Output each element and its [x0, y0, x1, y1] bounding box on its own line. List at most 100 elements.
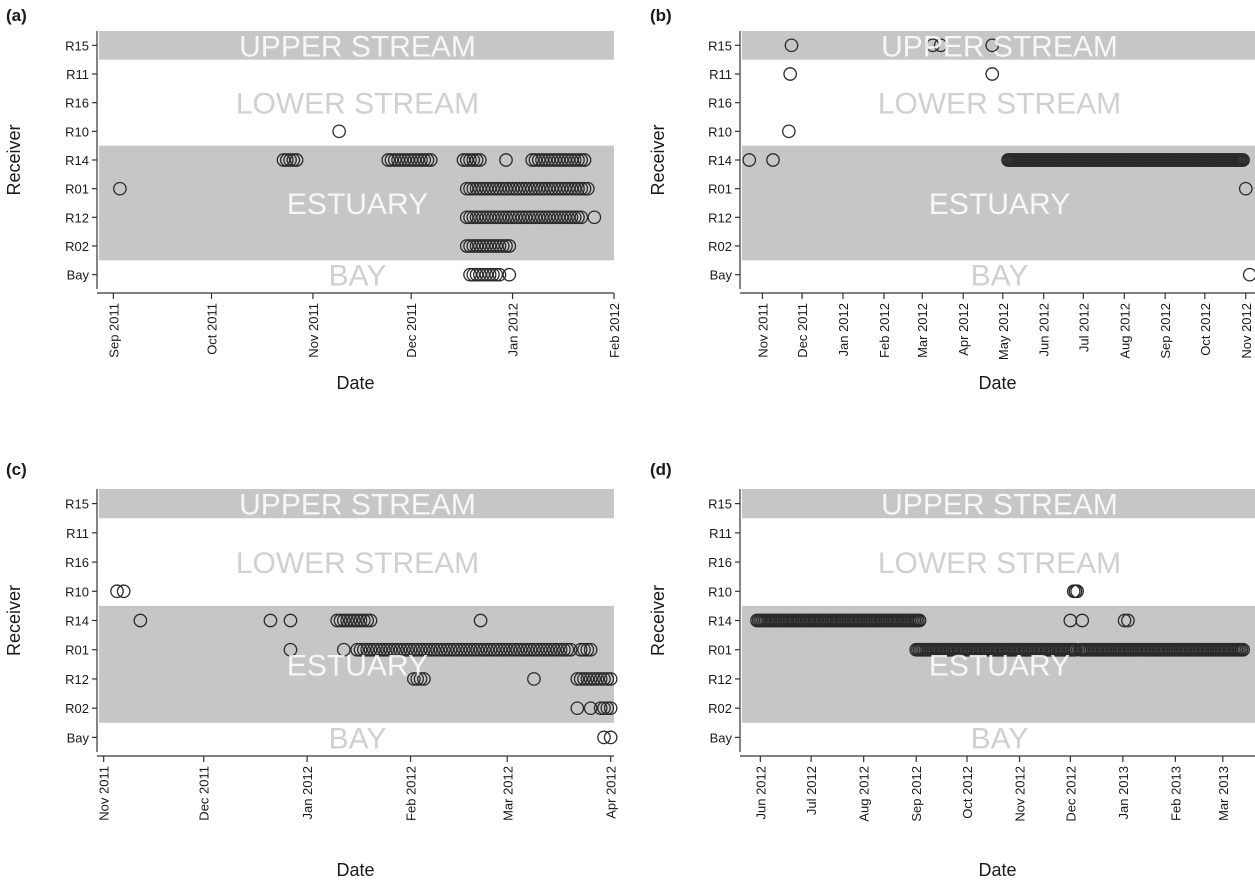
zone-label: ESTUARY — [929, 649, 1070, 682]
x-tick-label: Sep 2012 — [909, 766, 924, 822]
data-point — [574, 210, 589, 225]
data-point — [453, 642, 468, 657]
data-point — [551, 181, 566, 196]
data-point — [574, 153, 589, 167]
data-point — [437, 642, 451, 657]
data-point — [533, 642, 548, 657]
zone-label: LOWER STREAM — [236, 88, 479, 121]
data-point — [332, 124, 346, 139]
data-point — [407, 153, 422, 167]
data-point — [391, 153, 405, 167]
data-point — [538, 210, 553, 225]
data-point — [530, 642, 545, 657]
data-point — [561, 181, 576, 196]
data-point — [782, 124, 796, 139]
data-point — [283, 642, 298, 657]
data-point — [600, 701, 615, 716]
data-point — [417, 672, 431, 686]
data-point — [483, 642, 498, 657]
data-point — [381, 153, 396, 167]
data-point — [393, 642, 408, 657]
data-point — [1117, 613, 1132, 628]
data-point — [343, 613, 358, 628]
data-point — [384, 153, 399, 167]
data-point — [476, 239, 490, 253]
x-tick-label: Feb 2013 — [1168, 766, 1183, 821]
x-tick-label: Dec 2012 — [1063, 766, 1078, 822]
y-tick-label: Bay — [67, 730, 90, 745]
data-point — [563, 642, 578, 657]
data-point — [528, 210, 543, 225]
data-point — [482, 181, 497, 196]
x-tick-label: Feb 2012 — [607, 303, 622, 358]
y-tick-label: R01 — [65, 182, 89, 197]
panel-c: UPPER STREAM LOWER STREAM ESTUARY BAY R15 R11… — [4, 460, 619, 880]
y-tick-label: R02 — [708, 701, 732, 716]
data-point — [499, 153, 513, 167]
data-point — [537, 642, 551, 657]
x-tick-label: Nov 2012 — [1013, 766, 1028, 822]
zone-label: UPPER STREAM — [239, 489, 476, 522]
data-point — [472, 239, 487, 253]
data-point — [547, 642, 561, 657]
data-point — [567, 153, 582, 167]
y-tick-label: R16 — [708, 96, 732, 111]
data-point — [502, 239, 517, 253]
data-point — [499, 181, 513, 196]
y-tick-label: R10 — [708, 124, 732, 139]
x-tick-label: Feb 2012 — [877, 303, 892, 358]
data-point — [766, 153, 780, 167]
data-point — [577, 153, 592, 167]
data-point — [571, 153, 585, 167]
data-point — [482, 267, 497, 282]
y-tick-label: R15 — [65, 38, 89, 53]
y-tick-label: R01 — [65, 643, 89, 658]
data-point — [492, 239, 507, 253]
x-tick-label: Mar 2012 — [915, 303, 930, 358]
data-point — [387, 642, 401, 657]
data-point — [443, 642, 458, 657]
data-point — [573, 642, 588, 657]
zone-band — [742, 489, 1255, 519]
data-point — [279, 153, 294, 167]
data-point — [476, 267, 490, 282]
zone-label: BAY — [971, 260, 1029, 293]
zone-label: BAY — [329, 722, 387, 755]
y-tick-label: R11 — [66, 67, 89, 82]
data-point — [554, 210, 569, 225]
zone-label: BAY — [971, 722, 1029, 755]
y-tick-label: R11 — [709, 526, 732, 541]
data-point — [985, 38, 1000, 53]
data-point — [407, 642, 421, 657]
data-point — [346, 613, 361, 628]
data-point — [353, 642, 368, 657]
data-point — [407, 672, 421, 686]
data-point — [543, 642, 558, 657]
data-point — [423, 153, 438, 167]
data-point — [356, 613, 371, 628]
x-tick-label: Oct 2011 — [205, 303, 220, 355]
data-point — [420, 642, 435, 657]
data-point — [472, 267, 487, 282]
data-point — [551, 153, 566, 167]
data-point — [110, 584, 124, 599]
data-point — [383, 642, 398, 657]
data-point — [535, 153, 549, 167]
zone-label: ESTUARY — [287, 649, 428, 682]
x-axis-title: Date — [336, 373, 374, 393]
y-tick-label: R02 — [65, 239, 89, 254]
y-tick-label: R02 — [65, 701, 89, 716]
data-point — [541, 153, 556, 167]
data-point — [502, 181, 517, 196]
data-point — [544, 181, 559, 196]
data-point — [531, 153, 546, 167]
data-point — [463, 181, 477, 196]
panel-label: (c) — [6, 460, 27, 479]
data-point — [472, 210, 487, 225]
x-tick-label: Nov 2011 — [306, 303, 321, 358]
data-point — [561, 153, 576, 167]
data-points — [110, 584, 618, 745]
data-point — [517, 642, 531, 657]
data-point — [527, 672, 541, 686]
data-point — [499, 239, 513, 253]
